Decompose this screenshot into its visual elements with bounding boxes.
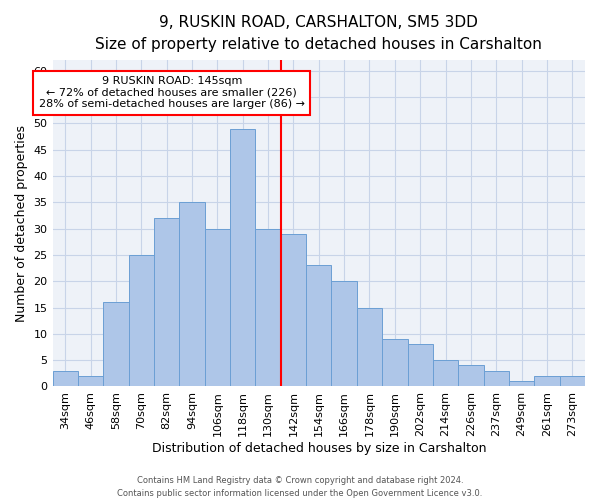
Y-axis label: Number of detached properties: Number of detached properties	[15, 125, 28, 322]
Text: 9 RUSKIN ROAD: 145sqm
← 72% of detached houses are smaller (226)
28% of semi-det: 9 RUSKIN ROAD: 145sqm ← 72% of detached …	[39, 76, 305, 110]
Bar	[560, 376, 585, 386]
Bar	[205, 228, 230, 386]
Bar	[357, 308, 382, 386]
Bar	[458, 366, 484, 386]
Bar	[179, 202, 205, 386]
Bar	[382, 339, 407, 386]
Bar	[103, 302, 128, 386]
Bar	[281, 234, 306, 386]
Bar	[230, 128, 256, 386]
Bar	[407, 344, 433, 387]
Bar	[509, 381, 534, 386]
Text: Contains HM Land Registry data © Crown copyright and database right 2024.
Contai: Contains HM Land Registry data © Crown c…	[118, 476, 482, 498]
Title: 9, RUSKIN ROAD, CARSHALTON, SM5 3DD
Size of property relative to detached houses: 9, RUSKIN ROAD, CARSHALTON, SM5 3DD Size…	[95, 15, 542, 52]
X-axis label: Distribution of detached houses by size in Carshalton: Distribution of detached houses by size …	[152, 442, 486, 455]
Bar	[331, 281, 357, 386]
Bar	[534, 376, 560, 386]
Bar	[256, 228, 281, 386]
Bar	[484, 370, 509, 386]
Bar	[306, 266, 331, 386]
Bar	[53, 370, 78, 386]
Bar	[433, 360, 458, 386]
Bar	[154, 218, 179, 386]
Bar	[78, 376, 103, 386]
Bar	[128, 255, 154, 386]
